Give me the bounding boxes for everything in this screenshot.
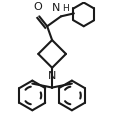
Text: O: O — [33, 2, 42, 12]
Text: H: H — [62, 4, 69, 13]
Text: N: N — [52, 3, 60, 13]
Text: N: N — [48, 71, 56, 81]
